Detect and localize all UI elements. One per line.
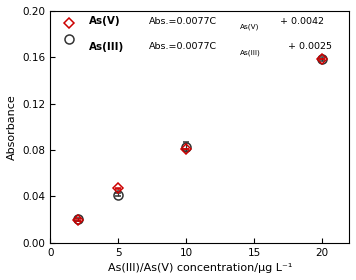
Y-axis label: Absorbance: Absorbance — [7, 94, 17, 160]
Text: + 0.0025: + 0.0025 — [285, 42, 332, 51]
Text: As(V): As(V) — [240, 24, 260, 31]
Legend: , : , — [62, 16, 80, 49]
X-axis label: As(III)/As(V) concentration/μg L⁻¹: As(III)/As(V) concentration/μg L⁻¹ — [108, 263, 292, 273]
Text: As(V): As(V) — [89, 16, 121, 26]
Text: Abs.=0.0077C: Abs.=0.0077C — [149, 17, 217, 26]
Text: + 0.0042: + 0.0042 — [277, 17, 324, 26]
Text: As(III): As(III) — [240, 49, 261, 56]
Text: Abs.=0.0077C: Abs.=0.0077C — [149, 42, 217, 51]
Text: As(III): As(III) — [89, 42, 125, 52]
